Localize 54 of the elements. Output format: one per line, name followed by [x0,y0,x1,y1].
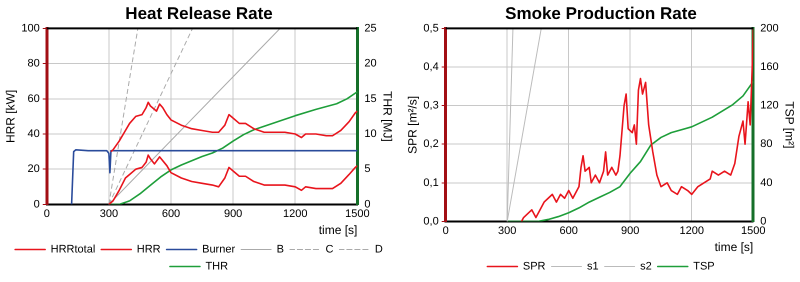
y2-tick-label: 15 [364,92,377,105]
x-tick-label: 0 [442,225,449,238]
legend-label: s1 [586,260,599,273]
legend-label: HRR [136,244,161,256]
y-tick-label: 0,4 [423,61,439,74]
y-tick-label: 40 [28,128,40,140]
x-tick-label: 900 [224,208,242,220]
y-tick-label: 80 [28,58,40,70]
x-tick-label: 600 [162,208,180,220]
y2-tick-label: 160 [760,61,779,74]
x-axis-title: time [s] [714,240,754,254]
chart-title: Smoke Production Rate [505,4,697,23]
y-axis-title: SPR [m²/s] [406,96,420,154]
legend-label: B [276,244,284,256]
y-tick-label: 0,0 [423,215,439,228]
y2-tick-label: 20 [364,58,377,70]
legend-label: s2 [640,260,652,273]
y2-tick-label: 25 [364,22,377,34]
legend-label: C [325,244,334,256]
y2-tick-label: 10 [364,128,377,140]
x-axis-title: time [s] [318,223,358,238]
y2-tick-label: 120 [760,100,779,112]
y2-tick-label: 200 [760,22,779,34]
y2-tick-label: 40 [760,176,772,189]
y-tick-label: 0,3 [423,100,439,112]
y2-axis-title: THR [MJ] [380,91,394,142]
y-tick-label: 60 [28,92,40,105]
y-tick-label: 0 [34,198,40,210]
x-tick-label: 0 [44,208,50,220]
legend-label: HRRtotal [50,244,96,256]
y-tick-label: 100 [21,22,40,34]
legend-label: D [374,244,383,256]
x-tick-label: 1200 [679,225,704,238]
y2-axis-title: TSP [m²] [782,101,796,148]
y2-tick-label: 80 [760,138,772,150]
y2-tick-label: 5 [364,163,370,176]
x-tick-label: 1200 [283,208,308,220]
legend-label: Burner [202,244,236,256]
x-tick-label: 1500 [345,208,370,220]
y-tick-label: 0,2 [423,138,439,150]
x-tick-label: 1500 [741,225,766,238]
y-axis-title: HRR [kW] [4,90,18,144]
x-tick-label: 900 [621,225,640,238]
legend-label: TSP [693,260,715,273]
legend-label: SPR [522,260,546,273]
x-tick-label: 600 [560,225,578,238]
x-tick-label: 300 [498,225,516,238]
y-tick-label: 0,1 [423,176,439,189]
chart-title: Heat Release Rate [125,4,273,23]
y-tick-label: 0,5 [423,22,439,34]
y2-tick-label: 0 [364,198,370,210]
x-tick-label: 300 [100,208,118,220]
y-tick-label: 20 [28,163,40,176]
legend-label: THR [205,260,228,273]
